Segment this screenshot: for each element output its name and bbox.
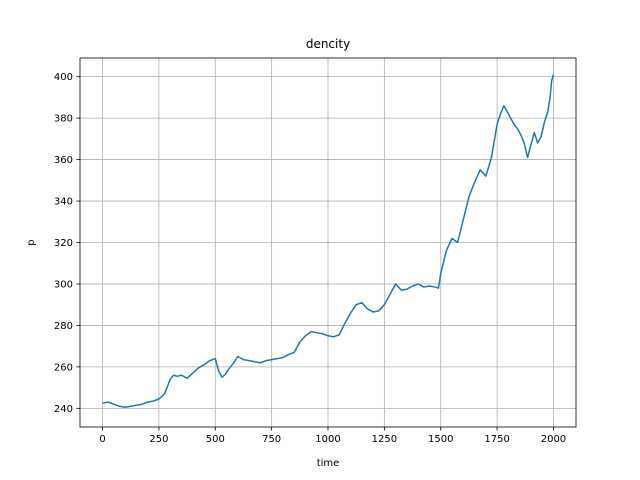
x-axis-ticks: 0 250 500 750 1000 1250 1500 1750 2000 xyxy=(99,427,566,445)
x-axis-label: time xyxy=(317,458,340,469)
chart-title: dencity xyxy=(306,37,350,51)
y-tick-label: 280 xyxy=(54,321,73,332)
x-tick-label: 500 xyxy=(206,434,225,445)
y-tick-label: 340 xyxy=(54,197,73,208)
y-tick-label: 360 xyxy=(54,155,73,166)
x-tick-label: 1000 xyxy=(315,434,340,445)
series-line xyxy=(102,74,555,409)
x-tick-label: 1250 xyxy=(372,434,397,445)
y-tick-label: 380 xyxy=(54,114,73,125)
y-axis-ticks: 240 260 280 300 320 340 360 380 400 xyxy=(54,72,80,415)
grid-lines xyxy=(80,58,576,427)
y-axis-label: p xyxy=(26,239,37,245)
y-tick-label: 260 xyxy=(54,362,73,373)
y-tick-label: 240 xyxy=(54,404,73,415)
series-group xyxy=(102,74,555,409)
y-tick-label: 400 xyxy=(54,72,73,83)
x-tick-label: 2000 xyxy=(541,434,566,445)
x-tick-label: 1500 xyxy=(428,434,453,445)
x-tick-label: 0 xyxy=(99,434,105,445)
y-tick-label: 320 xyxy=(54,238,73,249)
y-tick-label: 300 xyxy=(54,279,73,290)
x-tick-label: 250 xyxy=(149,434,168,445)
x-tick-label: 1750 xyxy=(484,434,509,445)
x-tick-label: 750 xyxy=(262,434,281,445)
